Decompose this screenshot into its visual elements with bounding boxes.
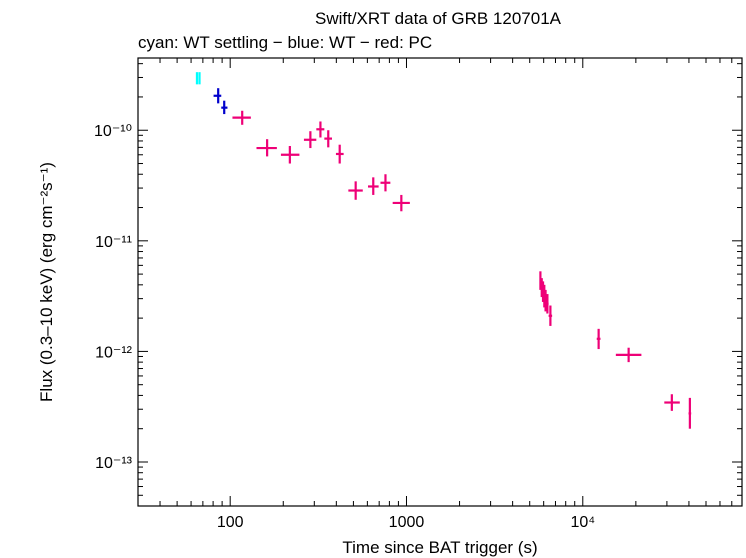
chart-title: Swift/XRT data of GRB 120701A [315, 9, 562, 28]
x-tick-label: 100 [217, 514, 244, 531]
y-axis: 10⁻¹⁰ 10⁻¹¹ 10⁻¹² 10⁻¹³ [94, 63, 742, 507]
data-point [380, 174, 391, 192]
data-point [664, 394, 680, 411]
data-point [221, 100, 228, 115]
data-point [280, 146, 300, 164]
x-axis: 100 1000 10⁴ [137, 58, 743, 531]
data-point [335, 144, 344, 164]
data-points [195, 72, 692, 429]
series-wt [213, 88, 228, 115]
chart-subtitle: cyan: WT settling − blue: WT − red: PC [138, 33, 432, 52]
y-tick-label: 10⁻¹³ [95, 455, 133, 472]
data-point [544, 289, 547, 312]
y-tick-label: 10⁻¹² [95, 344, 133, 361]
data-point [316, 121, 325, 138]
data-point [368, 177, 379, 195]
data-point [348, 181, 363, 200]
data-point [198, 72, 201, 85]
x-tick-label: 1000 [389, 514, 425, 531]
data-point [232, 110, 251, 125]
data-point [256, 139, 277, 157]
y-tick-label: 10⁻¹⁰ [94, 123, 132, 140]
data-point [195, 72, 199, 85]
x-tick-label: 10⁴ [570, 514, 595, 531]
data-point [324, 130, 332, 148]
series-wt-settling [195, 72, 201, 85]
y-axis-label: Flux (0.3–10 keV) (erg cm⁻²s⁻¹) [37, 162, 56, 402]
y-tick-label: 10⁻¹¹ [95, 234, 132, 251]
data-point [548, 305, 553, 326]
data-point [688, 397, 692, 429]
data-point [303, 131, 317, 149]
series-pc [232, 110, 692, 429]
data-point [596, 328, 601, 350]
data-point [615, 347, 642, 363]
data-point [546, 294, 549, 314]
data-point [213, 88, 222, 104]
data-point [392, 194, 410, 212]
plot-frame [137, 57, 743, 507]
x-axis-label: Time since BAT trigger (s) [342, 538, 537, 557]
